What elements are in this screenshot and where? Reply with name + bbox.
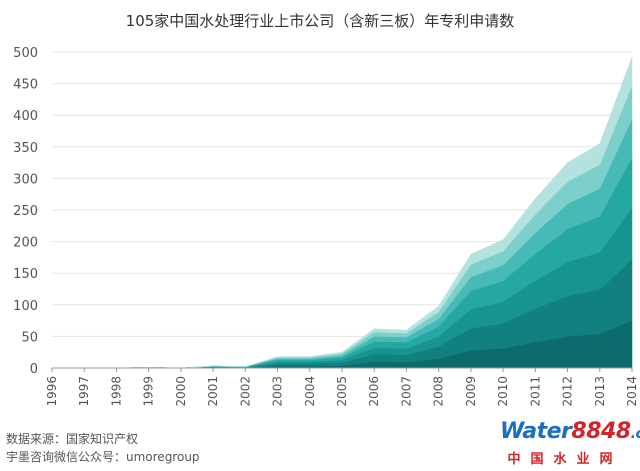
x-tick-label: 2004 [303,376,317,407]
y-tick-label: 100 [13,299,38,314]
x-tick-label: 2008 [432,376,446,407]
x-tick-label: 2003 [271,376,285,407]
x-tick-label: 2002 [238,376,252,407]
x-axis: 1996 1997 1998 1999 2000 2001 2002 2003 2004 2005… [45,367,639,407]
y-tick-label: 500 [13,46,38,61]
y-tick-label: 400 [13,109,38,124]
y-tick-label: 350 [13,141,38,156]
y-axis-ticks: 0 50 100 150 200 250 300 350 400 450 500 [13,46,38,377]
x-tick-label: 2014 [625,376,639,407]
source-line-1: 数据来源：国家知识产权 [6,432,139,446]
x-tick-label: 1996 [45,376,59,407]
logo-text-8848: 8848 [571,419,631,444]
y-tick-label: 450 [13,78,38,93]
x-tick-label: 2010 [496,376,510,407]
y-tick-label: 150 [13,267,38,282]
x-tick-label: 2000 [174,376,188,407]
logo-text-com: .com [630,426,640,442]
x-tick-label: 2012 [561,376,575,407]
logo-text-water: Water [500,419,572,444]
y-tick-label: 50 [21,330,38,345]
y-tick-label: 0 [30,362,38,377]
area-series [52,57,633,369]
y-tick-label: 250 [13,204,38,219]
x-tick-label: 2013 [593,376,607,407]
x-tick-label: 1998 [109,376,123,407]
source-line-2: 宇墨咨询微信公众号：umoregroup [6,450,200,464]
x-tick-label: 2009 [464,376,478,407]
chart-title: 105家中国水处理行业上市公司（含新三板）年专利申请数 [125,12,515,30]
x-tick-label: 2006 [367,376,381,407]
x-tick-label: 1999 [142,376,156,407]
y-tick-label: 200 [13,236,38,251]
x-tick-label: 2001 [206,376,220,407]
x-tick-label: 2011 [528,376,542,407]
x-tick-label: 2007 [399,376,413,407]
logo-subtitle: 中国水业网 [507,452,623,467]
y-tick-label: 300 [13,172,38,187]
x-tick-label: 1997 [77,376,91,407]
area-series-6 [52,57,633,369]
water8848-logo: Water8848.com 中国水业网 [500,419,640,468]
x-tick-label: 2005 [335,376,349,407]
